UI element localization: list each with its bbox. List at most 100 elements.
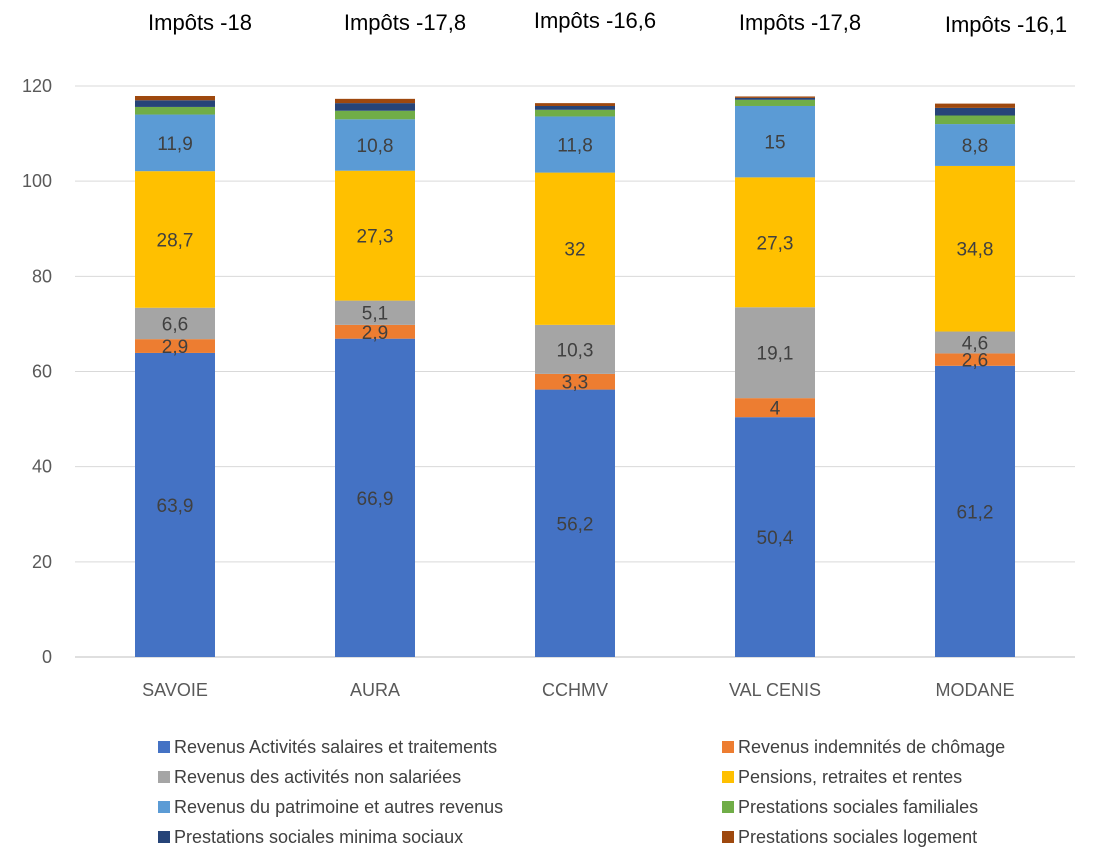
bar-segment: [335, 324, 415, 339]
x-tick-label: CCHMV: [542, 680, 608, 700]
data-label: 66,9: [357, 489, 394, 510]
y-tick-label: 40: [32, 457, 52, 477]
bar-segment: [135, 339, 215, 353]
legend-label: Revenus du patrimoine et autres revenus: [174, 797, 503, 817]
bar-segment: [335, 119, 415, 171]
legend: Revenus Activités salaires et traitement…: [158, 737, 1005, 847]
legend-swatch: [722, 741, 734, 753]
data-label: 32: [564, 240, 585, 261]
tax-header-label: Impôts -16,6: [534, 8, 656, 33]
tax-header-label: Impôts -17,8: [739, 10, 861, 35]
data-label: 2,9: [362, 323, 388, 344]
bar-segment: [935, 353, 1015, 366]
data-label: 10,3: [557, 340, 594, 361]
data-label: 15: [764, 133, 785, 154]
legend-swatch: [722, 771, 734, 783]
tax-header-label: Impôts -18: [148, 10, 252, 35]
bar-segment: [335, 170, 415, 301]
data-label: 56,2: [557, 514, 594, 535]
bar-segment: [335, 300, 415, 325]
legend-label: Prestations sociales logement: [738, 827, 977, 847]
data-label: 63,9: [157, 496, 194, 517]
x-tick-label: VAL CENIS: [729, 680, 821, 700]
data-label: 6,6: [162, 314, 188, 335]
bar-segment: [535, 373, 615, 390]
tax-header-label: Impôts -16,1: [945, 12, 1067, 37]
data-label: 28,7: [157, 230, 194, 251]
bar-segment: [535, 172, 615, 325]
data-label: 8,8: [962, 136, 988, 157]
legend-swatch: [722, 831, 734, 843]
bar-segment: [935, 107, 1015, 116]
axes: 0 20 40 60 80 100 120 SAVOIE AURA CCHMV VAL CENIS M…: [22, 76, 1015, 700]
bar-segment: [335, 98, 415, 104]
bar-segment: [935, 165, 1015, 332]
tax-header-label: Impôts -17,8: [344, 10, 466, 35]
bar-segment: [135, 106, 215, 115]
data-label: 27,3: [357, 227, 394, 248]
category-headers: Impôts -18 Impôts -17,8 Impôts -16,6 Impôts…: [148, 8, 1067, 37]
legend-label: Revenus Activités salaires et traitement…: [174, 737, 497, 757]
bar-segment: [935, 115, 1015, 125]
bar-segment: [135, 171, 215, 308]
data-label: 11,9: [157, 134, 193, 155]
bar-segment: [535, 103, 615, 106]
data-label: 4: [770, 399, 781, 420]
bar-segment: [735, 177, 815, 308]
legend-label: Pensions, retraites et rentes: [738, 767, 962, 787]
bar-segment: [735, 307, 815, 399]
data-label: 10,8: [357, 136, 394, 157]
legend-label: Revenus indemnités de chômage: [738, 737, 1005, 757]
legend-swatch: [158, 771, 170, 783]
bar-segment: [935, 124, 1015, 166]
data-label: 27,3: [757, 233, 794, 254]
bar-segment: [135, 307, 215, 340]
data-label: 11,8: [557, 136, 593, 157]
data-labels: 63,92,96,628,711,966,92,95,127,310,856,2…: [157, 133, 994, 549]
bar-segment: [735, 97, 815, 100]
bar-segment: [735, 105, 815, 178]
bar-segment: [135, 100, 215, 107]
legend-label: Prestations sociales familiales: [738, 797, 978, 817]
bar-segment: [335, 338, 415, 657]
bars: [135, 95, 1015, 657]
data-label: 5,1: [362, 304, 388, 325]
legend-label: Revenus des activités non salariées: [174, 767, 461, 787]
data-label: 2,6: [962, 351, 988, 372]
legend-swatch: [158, 741, 170, 753]
bar-segment: [935, 365, 1015, 657]
legend-swatch: [158, 831, 170, 843]
y-tick-label: 20: [32, 552, 52, 572]
data-label: 34,8: [957, 240, 994, 261]
y-tick-label: 60: [32, 362, 52, 382]
bar-segment: [535, 109, 615, 117]
x-tick-label: SAVOIE: [142, 680, 208, 700]
bar-segment: [135, 95, 215, 101]
legend-swatch: [158, 801, 170, 813]
bar-segment: [335, 103, 415, 111]
data-label: 50,4: [757, 528, 794, 549]
legend-swatch: [722, 801, 734, 813]
y-tick-label: 120: [22, 76, 52, 96]
bar-segment: [135, 352, 215, 657]
y-tick-label: 80: [32, 266, 52, 286]
data-label: 61,2: [957, 502, 994, 523]
data-label: 3,3: [562, 373, 588, 394]
bar-segment: [135, 114, 215, 172]
bar-segment: [535, 105, 615, 110]
data-label: 2,9: [162, 337, 188, 358]
bar-segment: [535, 324, 615, 374]
bar-segment: [935, 103, 1015, 108]
bar-segment: [535, 389, 615, 657]
bar-segment: [735, 99, 815, 106]
bar-segment: [735, 398, 815, 418]
bar-segment: [335, 110, 415, 120]
bar-segment: [735, 96, 815, 98]
legend-label: Prestations sociales minima sociaux: [174, 827, 463, 847]
data-label: 19,1: [757, 344, 794, 365]
x-tick-label: MODANE: [935, 680, 1014, 700]
x-tick-label: AURA: [350, 680, 400, 700]
bar-segment: [735, 417, 815, 657]
bar-segment: [535, 116, 615, 173]
